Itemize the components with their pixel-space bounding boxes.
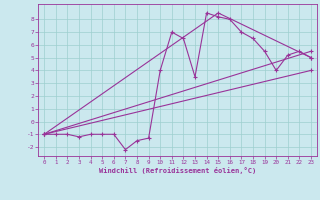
X-axis label: Windchill (Refroidissement éolien,°C): Windchill (Refroidissement éolien,°C): [99, 167, 256, 174]
